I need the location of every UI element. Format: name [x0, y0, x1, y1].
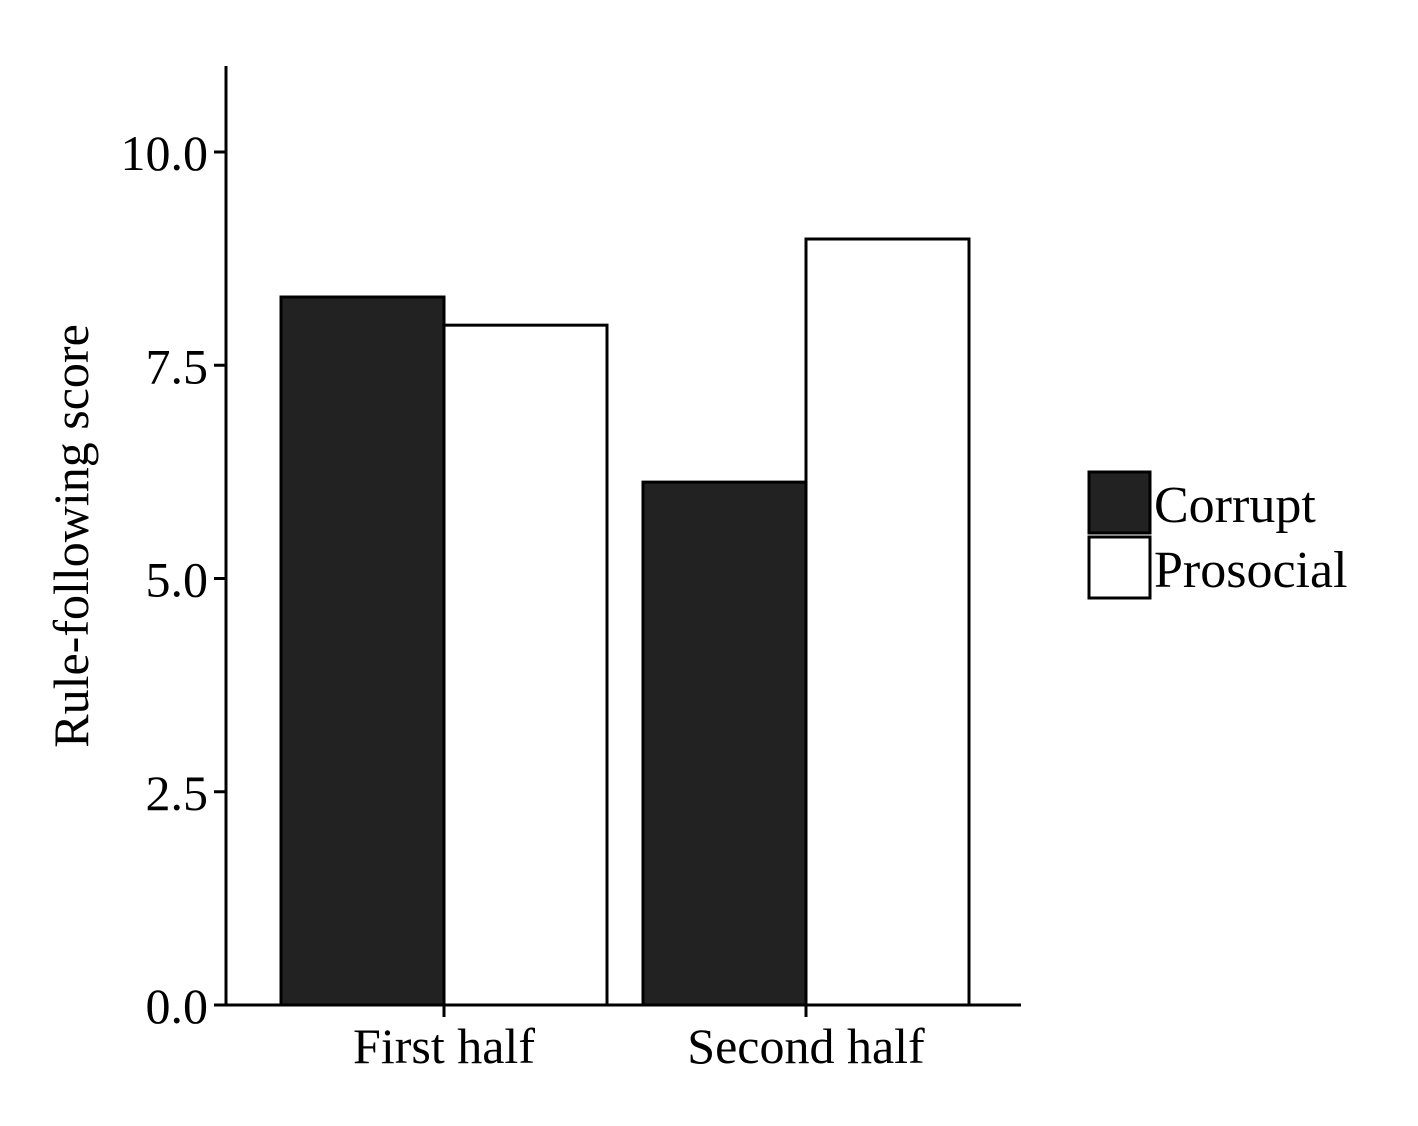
legend-label-corrupt: Corrupt [1154, 477, 1316, 534]
y-tick-label: 5.0 [146, 552, 209, 608]
legend: Corrupt Prosocial [1087, 470, 1348, 600]
y-axis-title: Rule-following score [43, 324, 99, 748]
x-axis: First half Second half [224, 1003, 1021, 1074]
bar-prosocial-1 [804, 237, 971, 1007]
y-ticks: 0.0 2.5 5.0 7.5 10.0 [121, 125, 226, 1034]
legend-label-prosocial: Prosocial [1154, 542, 1348, 599]
bar-prosocial-0 [442, 323, 609, 1007]
legend-swatch-prosocial [1087, 535, 1152, 600]
legend-swatch-corrupt [1087, 470, 1152, 535]
bars-group [279, 237, 971, 1007]
y-tick-label: 10.0 [121, 125, 209, 181]
x-tick-label: First half [353, 1018, 535, 1074]
bar-corrupt-1 [641, 480, 808, 1007]
y-tick-label: 7.5 [146, 338, 209, 394]
x-tick-label: Second half [687, 1018, 925, 1074]
y-axis: 0.0 2.5 5.0 7.5 10.0 [121, 66, 228, 1034]
y-tick-label: 2.5 [146, 765, 209, 821]
x-ticks: First half Second half [353, 1005, 925, 1074]
bar-corrupt-0 [279, 295, 446, 1007]
y-tick-label: 0.0 [146, 978, 209, 1034]
